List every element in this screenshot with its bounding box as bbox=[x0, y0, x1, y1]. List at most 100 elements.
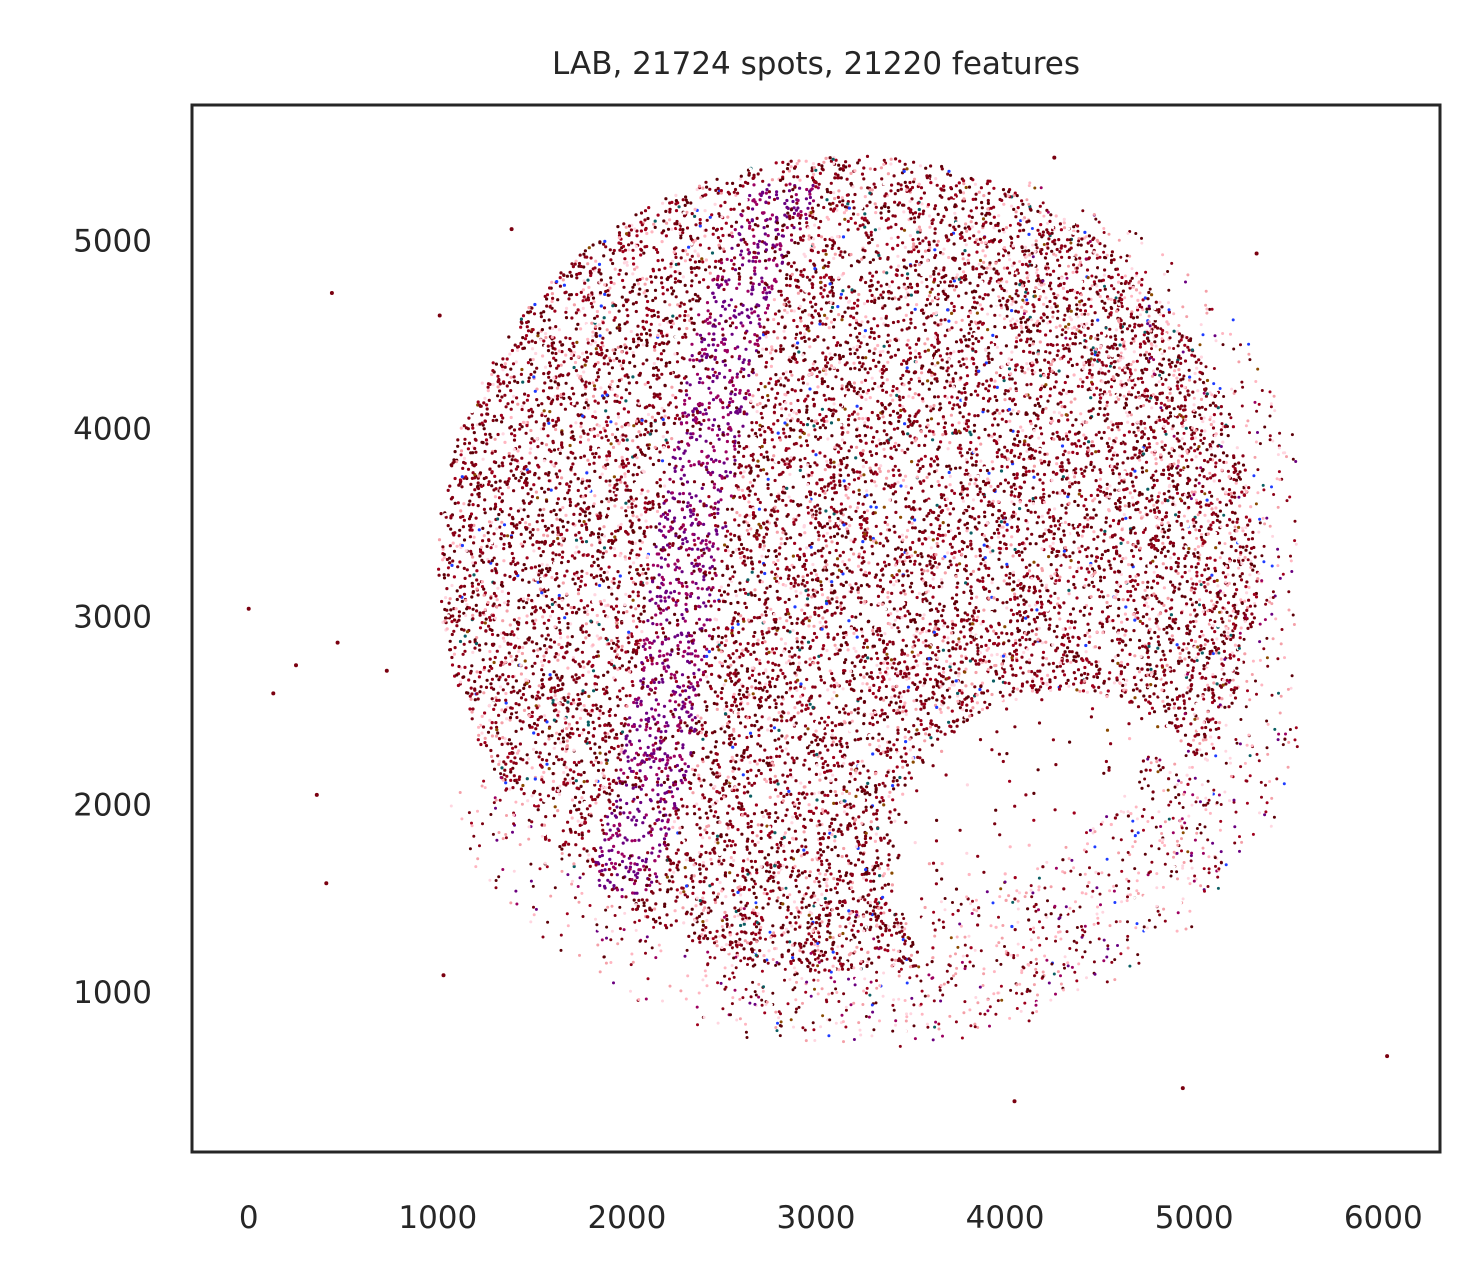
spot-point bbox=[1010, 309, 1013, 312]
spot-point bbox=[1209, 728, 1212, 731]
spot-point bbox=[1146, 581, 1149, 584]
spot-point bbox=[830, 848, 833, 851]
spot-point bbox=[876, 414, 879, 417]
spot-point bbox=[527, 706, 530, 709]
spot-point bbox=[456, 545, 459, 548]
spot-point bbox=[1162, 766, 1165, 769]
spot-point bbox=[688, 898, 691, 901]
spot-point bbox=[667, 228, 670, 231]
spot-point bbox=[849, 315, 852, 318]
spot-point bbox=[1102, 307, 1105, 310]
spot-point bbox=[555, 518, 558, 521]
spot-point bbox=[1099, 388, 1102, 391]
chart-title: LAB, 21724 spots, 21220 features bbox=[552, 46, 1080, 82]
spot-point bbox=[879, 579, 882, 582]
spot-point bbox=[682, 501, 685, 504]
spot-point bbox=[491, 633, 494, 636]
spot-point bbox=[785, 793, 788, 796]
spot-point bbox=[511, 686, 514, 689]
spot-point bbox=[731, 376, 734, 379]
spot-point bbox=[700, 355, 703, 358]
spot-point bbox=[1011, 416, 1014, 419]
spot-point bbox=[984, 241, 987, 244]
spot-point bbox=[586, 433, 589, 436]
spot-point bbox=[544, 525, 547, 528]
spot-point bbox=[576, 402, 579, 405]
spot-point bbox=[643, 904, 646, 907]
spot-point bbox=[489, 682, 492, 685]
spot-point bbox=[1169, 365, 1172, 368]
spot-point bbox=[918, 563, 921, 566]
spot-point bbox=[780, 542, 783, 545]
spot-point bbox=[556, 714, 559, 717]
spot-point bbox=[468, 442, 471, 445]
spot-point bbox=[668, 463, 671, 466]
spot-point bbox=[756, 460, 759, 463]
spot-point bbox=[470, 493, 473, 496]
spot-point bbox=[1184, 398, 1187, 401]
spot-point bbox=[894, 619, 897, 622]
spot-point bbox=[603, 362, 606, 365]
spot-point bbox=[729, 602, 732, 605]
spot-point bbox=[585, 398, 588, 401]
spot-point bbox=[568, 498, 571, 501]
spot-point bbox=[821, 408, 824, 411]
spot-point bbox=[1020, 321, 1023, 324]
spot-point bbox=[671, 735, 674, 738]
spot-point bbox=[1209, 556, 1212, 559]
spot-point bbox=[672, 289, 675, 292]
spot-point bbox=[897, 813, 900, 816]
spot-point bbox=[632, 514, 635, 517]
spot-point bbox=[927, 712, 930, 715]
spot-point bbox=[908, 738, 911, 741]
spot-point bbox=[713, 418, 716, 421]
spot-point bbox=[838, 870, 841, 873]
spot-point bbox=[1103, 407, 1106, 410]
spot-point bbox=[771, 669, 774, 672]
spot-point bbox=[1039, 374, 1042, 377]
spot-point bbox=[1025, 362, 1028, 365]
spot-point bbox=[509, 779, 512, 782]
spot-point bbox=[809, 663, 812, 666]
spot-point bbox=[665, 721, 668, 724]
spot-point bbox=[1134, 396, 1137, 399]
spot-point bbox=[1205, 448, 1208, 451]
spot-point bbox=[716, 344, 719, 347]
spot-point bbox=[796, 341, 799, 344]
spot-point bbox=[493, 415, 496, 418]
spot-point bbox=[1202, 667, 1205, 670]
spot-point bbox=[858, 361, 861, 364]
spot-point bbox=[942, 215, 945, 218]
spot-point bbox=[515, 655, 518, 658]
spot-point bbox=[887, 218, 890, 221]
spot-point bbox=[746, 790, 749, 793]
spot-point bbox=[786, 834, 789, 837]
spot-point bbox=[657, 459, 660, 462]
spot-point bbox=[854, 456, 857, 459]
spot-point bbox=[1208, 668, 1211, 671]
spot-point bbox=[701, 738, 704, 741]
spot-point bbox=[1062, 529, 1065, 532]
spot-point bbox=[926, 569, 929, 572]
spot-point bbox=[996, 485, 999, 488]
spot-point bbox=[1210, 453, 1213, 456]
spot-point bbox=[613, 352, 616, 355]
spot-point bbox=[1171, 634, 1174, 637]
spot-point bbox=[794, 879, 797, 882]
spot-point bbox=[651, 847, 654, 850]
spot-point bbox=[772, 880, 775, 883]
spot-point bbox=[894, 354, 897, 357]
spot-point bbox=[1152, 790, 1155, 793]
spot-point bbox=[671, 875, 674, 878]
spot-point bbox=[887, 210, 890, 213]
spot-point bbox=[1201, 420, 1204, 423]
spot-point bbox=[630, 502, 633, 505]
spot-point bbox=[703, 906, 706, 909]
spot-point bbox=[1022, 671, 1025, 674]
spot-point bbox=[572, 392, 575, 395]
spot-point bbox=[882, 415, 885, 418]
spot-point bbox=[1112, 514, 1115, 517]
spot-point bbox=[597, 361, 600, 364]
spot-point bbox=[984, 428, 987, 431]
spot-point bbox=[1079, 309, 1082, 312]
